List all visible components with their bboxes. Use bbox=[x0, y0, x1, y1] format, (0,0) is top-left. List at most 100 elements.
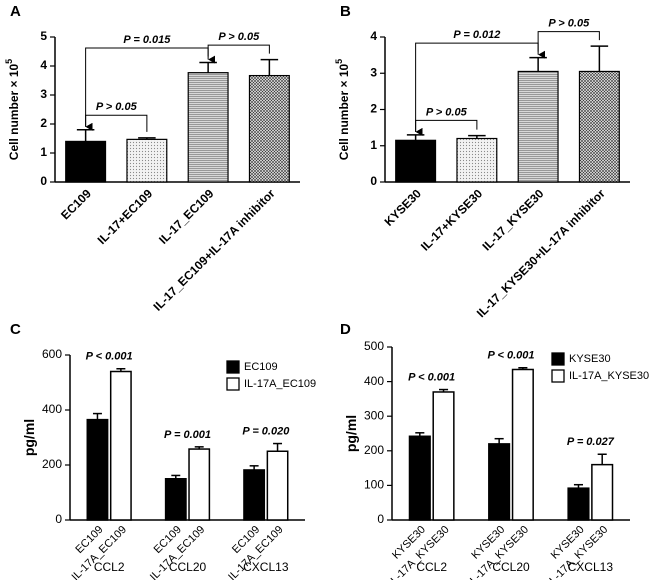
y-tick-label: 400 bbox=[42, 402, 62, 416]
y-tick-label: 500 bbox=[364, 339, 384, 353]
bar bbox=[432, 391, 455, 521]
bar bbox=[511, 368, 534, 521]
error-bar bbox=[199, 61, 217, 73]
bar bbox=[488, 443, 511, 521]
panel-label: D bbox=[340, 321, 351, 338]
y-axis-label: pg/ml bbox=[343, 415, 359, 452]
error-bar bbox=[273, 442, 283, 452]
bar bbox=[164, 478, 187, 521]
legend-swatch bbox=[551, 352, 565, 366]
y-tick-label: 100 bbox=[364, 478, 384, 492]
error-bar bbox=[249, 465, 259, 470]
y-axis-label-text: pg/ml bbox=[343, 415, 359, 452]
y-axis-label-exponent: 5 bbox=[4, 59, 14, 64]
error-bar bbox=[415, 432, 425, 437]
y-tick-label: 4 bbox=[40, 58, 47, 72]
error-bar bbox=[138, 137, 156, 140]
p-value: P > 0.05 bbox=[218, 31, 260, 43]
bar bbox=[517, 70, 559, 183]
error-bar bbox=[92, 412, 102, 420]
group-label: CCL2 bbox=[94, 560, 125, 574]
bar bbox=[408, 435, 431, 521]
bar bbox=[65, 140, 107, 183]
error-bar bbox=[468, 134, 486, 139]
error-bar bbox=[573, 483, 584, 489]
y-tick-label: 2 bbox=[370, 102, 377, 116]
bar bbox=[109, 370, 132, 521]
bar bbox=[248, 74, 290, 183]
y-tick-label: 2 bbox=[40, 116, 47, 130]
y-tick-label: 400 bbox=[364, 374, 384, 388]
y-tick-label: 3 bbox=[370, 65, 377, 79]
bar bbox=[188, 448, 211, 521]
y-axis-label-text: Cell number × 10 bbox=[7, 64, 21, 161]
bar bbox=[578, 70, 620, 183]
x-tick-label: IL-17_KYSE30 bbox=[480, 186, 547, 253]
bar bbox=[567, 487, 590, 521]
p-value: P = 0.012 bbox=[453, 29, 500, 41]
error-bar bbox=[590, 45, 609, 72]
comparison-bracket bbox=[537, 31, 600, 59]
x-tick-label: IL-17+KYSE30 bbox=[418, 186, 485, 253]
error-bar bbox=[518, 367, 528, 370]
y-tick-label: 0 bbox=[370, 174, 377, 188]
bar bbox=[591, 463, 614, 521]
panel-label: A bbox=[10, 3, 21, 20]
error-bar bbox=[438, 388, 449, 392]
bar bbox=[86, 418, 109, 521]
legend-swatch bbox=[226, 377, 240, 391]
p-value: P < 0.001 bbox=[408, 371, 455, 383]
group-label: CXCL13 bbox=[568, 560, 614, 574]
comparison-bracket bbox=[85, 114, 148, 132]
error-bar bbox=[171, 474, 181, 479]
comparison-bracket bbox=[207, 44, 270, 64]
bar bbox=[187, 72, 229, 183]
y-tick-label: 4 bbox=[370, 29, 377, 43]
legend-label: KYSE30 bbox=[569, 353, 611, 365]
x-tick-label: IL-17_KYSE30+IL-17A inhibitor bbox=[474, 186, 608, 320]
p-value: P = 0.015 bbox=[123, 34, 171, 46]
y-axis-label-text: Cell number × 10 bbox=[337, 64, 351, 161]
error-bar bbox=[194, 446, 204, 450]
bar bbox=[126, 138, 168, 183]
legend-swatch bbox=[551, 369, 565, 383]
y-tick-label: 200 bbox=[42, 457, 62, 471]
x-tick-label: KYSE30 bbox=[382, 186, 425, 229]
y-axis-label: Cell number × 105 bbox=[4, 59, 21, 160]
bar bbox=[266, 450, 289, 521]
legend-label: IL-17A_KYSE30 bbox=[569, 370, 649, 382]
bar bbox=[243, 469, 266, 521]
error-bar bbox=[529, 56, 547, 72]
y-tick-label: 600 bbox=[42, 347, 62, 361]
x-tick-label: IL-17_EC109 bbox=[156, 186, 217, 247]
group-label: CXCL13 bbox=[243, 560, 289, 574]
error-bar bbox=[597, 453, 607, 465]
p-value: P > 0.05 bbox=[426, 106, 468, 118]
legend-label: EC109 bbox=[244, 361, 278, 373]
y-axis-label: Cell number × 105 bbox=[334, 59, 351, 160]
error-bar bbox=[406, 134, 425, 141]
legend-label: IL-17A_EC109 bbox=[244, 378, 316, 390]
x-tick-label: EC109 bbox=[58, 186, 94, 222]
bar bbox=[395, 139, 437, 183]
p-value: P > 0.05 bbox=[96, 101, 138, 113]
error-bar bbox=[116, 368, 126, 372]
x-tick-label: IL-17_EC109+IL-17A inhibitor bbox=[151, 186, 278, 313]
error-bar bbox=[494, 437, 504, 444]
p-value: P > 0.05 bbox=[548, 17, 590, 29]
legend-swatch bbox=[226, 360, 240, 374]
y-tick-label: 300 bbox=[364, 408, 384, 422]
y-axis-label-exponent: 5 bbox=[334, 59, 344, 64]
y-tick-label: 3 bbox=[40, 87, 47, 101]
group-label: CCL20 bbox=[492, 560, 530, 574]
panel-label: B bbox=[340, 3, 351, 20]
y-tick-label: 1 bbox=[370, 138, 377, 152]
comparison-bracket bbox=[415, 119, 478, 136]
y-tick-label: 1 bbox=[40, 145, 47, 159]
y-tick-label: 0 bbox=[55, 512, 62, 526]
y-tick-label: 0 bbox=[40, 174, 47, 188]
x-tick-label: IL-17+EC109 bbox=[95, 186, 156, 247]
p-value: P = 0.020 bbox=[242, 425, 290, 437]
bar bbox=[456, 137, 498, 183]
